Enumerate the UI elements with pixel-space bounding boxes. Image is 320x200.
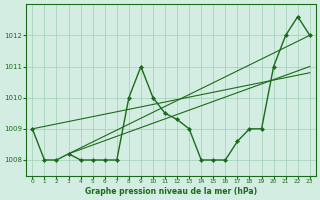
X-axis label: Graphe pression niveau de la mer (hPa): Graphe pression niveau de la mer (hPa) (85, 187, 257, 196)
